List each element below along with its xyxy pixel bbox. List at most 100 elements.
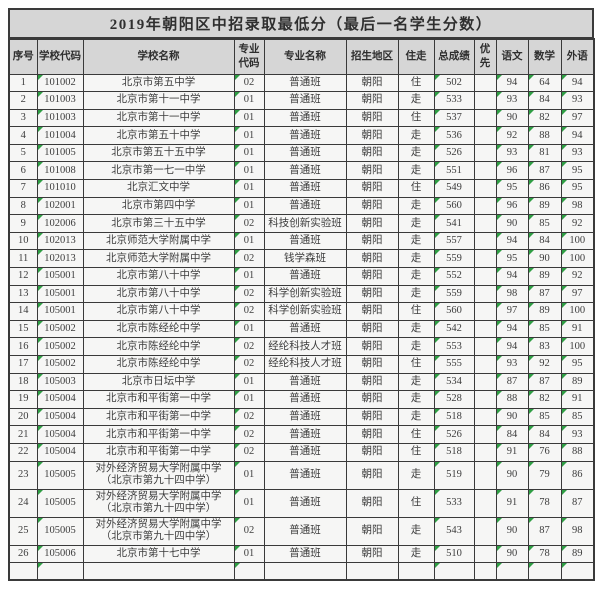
col-math: 64 — [527, 73, 562, 93]
col-district: 朝阳 — [345, 267, 399, 286]
col-foreign-language: 91 — [560, 390, 595, 409]
col-school-name: 北京市日坛中学 — [82, 372, 235, 392]
col-index: 22 — [8, 442, 38, 462]
col-math: 86 — [527, 179, 562, 198]
col-major-code: 02 — [233, 284, 265, 304]
col-foreign-language: 93 — [560, 143, 595, 163]
col-district: 朝阳 — [345, 214, 399, 233]
col-chinese: 94 — [495, 337, 529, 356]
col-boarding: 住 — [397, 73, 435, 93]
table-header: 序号 学校代码 学校名称 专业代码 专业名称 招生地区 住走 总成绩 优先 语文 数学 外语 — [8, 38, 595, 75]
col-chinese: 96 — [495, 196, 529, 216]
col-foreign-language: 98 — [560, 196, 595, 216]
col-chinese: 90 — [495, 516, 529, 546]
col-major-name: 普通班 — [263, 460, 347, 490]
col-total-score: 534 — [433, 372, 475, 392]
col-school-code: 105006 — [36, 544, 84, 564]
col-foreign-language: 95 — [560, 355, 595, 374]
col-priority — [473, 319, 497, 339]
col-major-name: 普通班 — [263, 126, 347, 145]
col-index: 3 — [8, 108, 38, 128]
col-total-score: 559 — [433, 249, 475, 269]
col-index: 4 — [8, 126, 38, 145]
col-school-code: 105005 — [36, 516, 84, 546]
col-math: 89 — [527, 196, 562, 216]
col-total-score — [433, 562, 475, 581]
table-row: 15 105002 北京市陈经纶中学 01 普通班 朝阳走 542 94 85 91 — [8, 319, 595, 339]
col-major-code: 02 — [233, 442, 265, 462]
header-col-boarding: 住走 — [397, 38, 435, 75]
col-school-name: 北京师范大学附属中学 — [82, 249, 235, 269]
col-boarding: 走 — [397, 407, 435, 427]
col-priority — [473, 372, 497, 392]
table-row: 19 105004 北京市和平街第一中学 01 普通班 朝阳走 528 88 82 91 — [8, 390, 595, 409]
col-major-code: 01 — [233, 319, 265, 339]
col-total-score: 502 — [433, 73, 475, 93]
col-math: 87 — [527, 516, 562, 546]
col-foreign-language: 94 — [560, 126, 595, 145]
col-school-code: 105003 — [36, 372, 84, 392]
col-major-code: 01 — [233, 161, 265, 181]
col-foreign-language: 89 — [560, 372, 595, 392]
col-boarding: 走 — [397, 267, 435, 286]
col-school-name — [82, 562, 235, 581]
col-total-score: 552 — [433, 267, 475, 286]
table-row: 4 101004 北京市第五十中学 01 普通班 朝阳走 536 92 88 94 — [8, 126, 595, 145]
col-major-name: 普通班 — [263, 407, 347, 427]
col-major-code: 02 — [233, 355, 265, 374]
col-major-name: 科学创新实验班 — [263, 284, 347, 304]
col-school-name: 北京市和平街第一中学 — [82, 442, 235, 462]
col-math: 78 — [527, 488, 562, 518]
col-school-code: 105002 — [36, 319, 84, 339]
col-major-code: 02 — [233, 73, 265, 93]
col-school-name: 北京市第十七中学 — [82, 544, 235, 564]
col-chinese: 93 — [495, 143, 529, 163]
col-total-score: 518 — [433, 442, 475, 462]
col-school-name: 对外经济贸易大学附属中学 （北京市第九十四中学） — [82, 460, 235, 490]
col-chinese: 90 — [495, 460, 529, 490]
col-math: 84 — [527, 425, 562, 444]
col-index — [8, 562, 38, 581]
col-boarding: 走 — [397, 337, 435, 356]
col-school-name: 北京市第四中学 — [82, 196, 235, 216]
col-boarding: 住 — [397, 108, 435, 128]
col-district: 朝阳 — [345, 319, 399, 339]
col-priority — [473, 488, 497, 518]
col-chinese: 94 — [495, 73, 529, 93]
col-chinese: 96 — [495, 161, 529, 181]
col-boarding: 住 — [397, 179, 435, 198]
col-boarding: 走 — [397, 372, 435, 392]
table-title: 2019年朝阳区中招录取最低分（最后一名学生分数） — [8, 8, 594, 38]
col-major-code: 01 — [233, 108, 265, 128]
col-math: 76 — [527, 442, 562, 462]
col-foreign-language: 100 — [560, 337, 595, 356]
col-index: 7 — [8, 179, 38, 198]
col-school-name: 北京汇文中学 — [82, 179, 235, 198]
col-foreign-language: 97 — [560, 108, 595, 128]
col-math: 83 — [527, 337, 562, 356]
col-major-name: 普通班 — [263, 390, 347, 409]
col-chinese: 87 — [495, 372, 529, 392]
col-index: 19 — [8, 390, 38, 409]
col-major-code: 01 — [233, 390, 265, 409]
table-row: 22 105004 北京市和平街第一中学 02 普通班 朝阳住 518 91 76 88 — [8, 442, 595, 462]
table-row: 7 101010 北京汇文中学 01 普通班 朝阳住 549 95 86 95 — [8, 179, 595, 198]
col-priority — [473, 249, 497, 269]
col-major-code: 01 — [233, 460, 265, 490]
col-priority — [473, 73, 497, 93]
col-major-code: 01 — [233, 126, 265, 145]
col-priority — [473, 143, 497, 163]
col-priority — [473, 161, 497, 181]
col-district: 朝阳 — [345, 355, 399, 374]
col-math: 84 — [527, 231, 562, 251]
col-total-score: 560 — [433, 302, 475, 321]
col-major-code: 02 — [233, 407, 265, 427]
col-index: 2 — [8, 91, 38, 110]
col-school-code: 105002 — [36, 337, 84, 356]
col-math: 78 — [527, 544, 562, 564]
col-priority — [473, 425, 497, 444]
col-major-name — [263, 562, 347, 581]
col-district: 朝阳 — [345, 302, 399, 321]
col-index: 16 — [8, 337, 38, 356]
